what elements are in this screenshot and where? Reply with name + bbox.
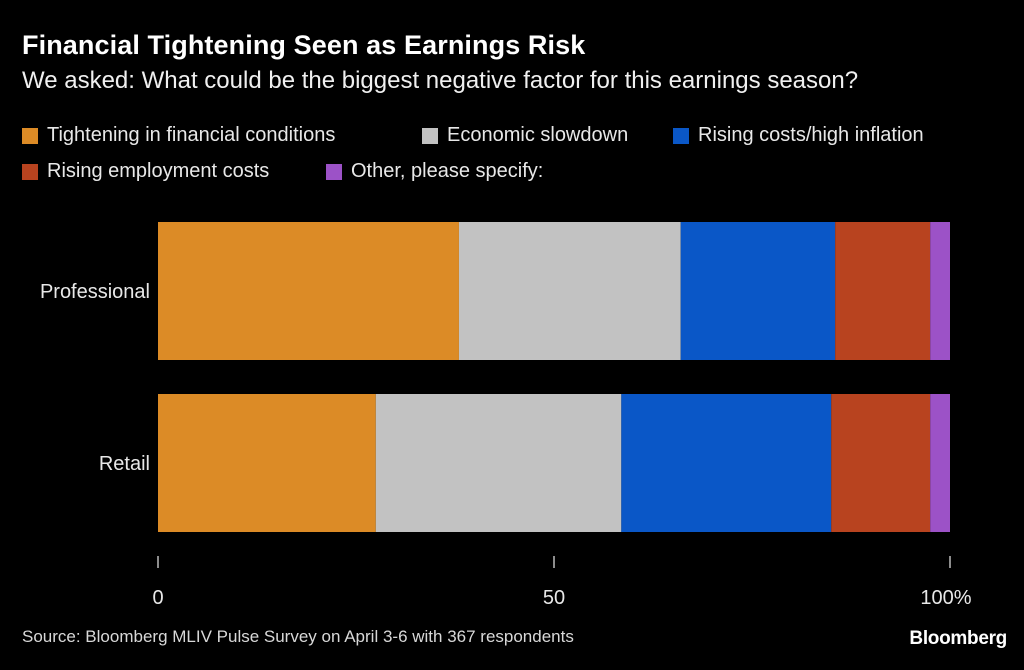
legend-item-employment: Rising employment costs	[22, 160, 269, 183]
legend-label: Economic slowdown	[447, 124, 629, 146]
legend-item-other: Other, please specify:	[326, 160, 543, 183]
category-label-retail: Retail	[99, 453, 150, 475]
legend-swatch	[422, 127, 438, 144]
legend-swatch	[22, 127, 38, 144]
bar-segment-retail-1	[375, 394, 622, 532]
bar-segment-professional-1	[458, 222, 681, 360]
bar-segment-retail-3	[831, 394, 931, 532]
legend-swatch	[326, 163, 342, 180]
bar-segment-retail-2	[621, 394, 832, 532]
legend-label: Tightening in financial conditions	[47, 124, 336, 146]
legend-item-slowdown: Economic slowdown	[422, 124, 628, 147]
bloomberg-logo: Bloomberg	[909, 628, 1007, 649]
bar-segment-retail-0	[158, 394, 376, 532]
bar-segment-professional-3	[835, 222, 931, 360]
legend-label: Rising costs/high inflation	[698, 124, 924, 146]
legend-label: Other, please specify:	[351, 160, 544, 182]
legend-label: Rising employment costs	[47, 160, 270, 182]
x-tick-label-1: 50	[543, 587, 565, 609]
bar-segment-professional-0	[158, 222, 459, 360]
chart-title: Financial Tightening Seen as Earnings Ri…	[22, 30, 586, 60]
legend-item-tightening: Tightening in financial conditions	[22, 124, 335, 147]
chart-subtitle: We asked: What could be the biggest nega…	[22, 67, 859, 94]
x-tick-label-2: 100%	[920, 587, 971, 609]
legend-item-inflation: Rising costs/high inflation	[673, 124, 924, 147]
x-tick-label-0: 0	[152, 587, 163, 609]
legend-swatch	[673, 127, 689, 144]
bar-segment-professional-4	[930, 222, 950, 360]
bar-segment-retail-4	[930, 394, 950, 532]
category-label-professional: Professional	[40, 281, 150, 303]
source-note: Source: Bloomberg MLIV Pulse Survey on A…	[22, 627, 574, 646]
legend-swatch	[22, 163, 38, 180]
bar-segment-professional-2	[680, 222, 836, 360]
